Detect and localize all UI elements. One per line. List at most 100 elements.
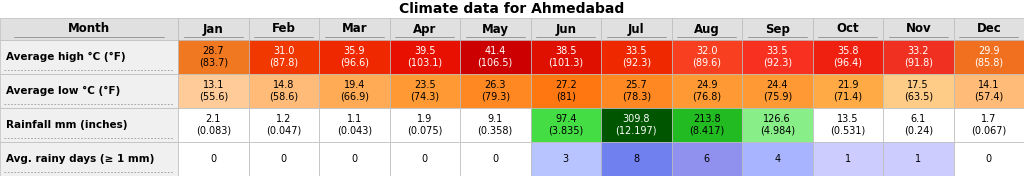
Text: 35.8
(96.4): 35.8 (96.4)	[834, 46, 862, 68]
Bar	[389, 18, 460, 40]
Text: 17.5
(63.5): 17.5 (63.5)	[904, 80, 933, 102]
Text: 26.3
(79.3): 26.3 (79.3)	[480, 80, 510, 102]
Bar	[953, 40, 1024, 74]
Bar	[812, 108, 883, 142]
Text: Nov: Nov	[905, 23, 931, 36]
Text: 38.5
(101.3): 38.5 (101.3)	[548, 46, 584, 68]
Text: Avg. rainy days (≥ 1 mm): Avg. rainy days (≥ 1 mm)	[6, 154, 155, 164]
Bar	[319, 142, 389, 176]
Text: 24.4
(75.9): 24.4 (75.9)	[763, 80, 792, 102]
Text: Average high °C (°F): Average high °C (°F)	[6, 52, 126, 62]
Text: Month: Month	[68, 23, 110, 36]
Bar	[249, 142, 319, 176]
Text: 35.9
(96.6): 35.9 (96.6)	[340, 46, 369, 68]
Bar	[249, 108, 319, 142]
Bar	[249, 40, 319, 74]
Bar	[672, 108, 742, 142]
Bar	[812, 74, 883, 108]
Text: 1: 1	[915, 154, 922, 164]
Bar	[672, 40, 742, 74]
Bar	[530, 18, 601, 40]
Bar	[742, 142, 812, 176]
Bar	[953, 74, 1024, 108]
Bar	[178, 18, 249, 40]
Text: 29.9
(85.8): 29.9 (85.8)	[974, 46, 1004, 68]
Bar	[530, 74, 601, 108]
Text: 33.5
(92.3): 33.5 (92.3)	[763, 46, 792, 68]
Text: 3: 3	[562, 154, 568, 164]
Text: 39.5
(103.1): 39.5 (103.1)	[408, 46, 442, 68]
Bar	[249, 18, 319, 40]
Text: Apr: Apr	[413, 23, 436, 36]
Bar	[883, 74, 953, 108]
Text: 33.5
(92.3): 33.5 (92.3)	[622, 46, 651, 68]
Bar	[389, 74, 460, 108]
Text: 9.1
(0.358): 9.1 (0.358)	[477, 114, 513, 136]
Bar	[883, 40, 953, 74]
Bar	[530, 142, 601, 176]
Text: 126.6
(4.984): 126.6 (4.984)	[760, 114, 795, 136]
Bar	[812, 142, 883, 176]
Bar	[883, 142, 953, 176]
Bar	[178, 108, 249, 142]
Text: 27.2
(81): 27.2 (81)	[555, 80, 577, 102]
Text: Jan: Jan	[203, 23, 223, 36]
Bar	[742, 108, 812, 142]
Text: 28.7
(83.7): 28.7 (83.7)	[199, 46, 227, 68]
Bar	[742, 40, 812, 74]
Text: Dec: Dec	[976, 23, 1001, 36]
Bar	[0, 74, 178, 108]
Bar	[0, 108, 178, 142]
Text: 1: 1	[845, 154, 851, 164]
Text: 23.5
(74.3): 23.5 (74.3)	[411, 80, 439, 102]
Bar	[601, 18, 672, 40]
Bar	[319, 74, 389, 108]
Bar	[953, 108, 1024, 142]
Text: 14.1
(57.4): 14.1 (57.4)	[974, 80, 1004, 102]
Bar	[601, 40, 672, 74]
Text: 1.2
(0.047): 1.2 (0.047)	[266, 114, 301, 136]
Text: 0: 0	[281, 154, 287, 164]
Text: Average low °C (°F): Average low °C (°F)	[6, 86, 120, 96]
Text: Climate data for Ahmedabad: Climate data for Ahmedabad	[399, 2, 625, 16]
Text: 21.9
(71.4): 21.9 (71.4)	[834, 80, 862, 102]
Text: 1.9
(0.075): 1.9 (0.075)	[408, 114, 442, 136]
Bar	[460, 142, 530, 176]
Text: Feb: Feb	[271, 23, 296, 36]
Text: 8: 8	[633, 154, 639, 164]
Bar	[883, 108, 953, 142]
Bar	[812, 18, 883, 40]
Bar	[319, 40, 389, 74]
Bar	[953, 142, 1024, 176]
Text: 25.7
(78.3): 25.7 (78.3)	[622, 80, 651, 102]
Text: 24.9
(76.8): 24.9 (76.8)	[692, 80, 721, 102]
Bar	[389, 40, 460, 74]
Bar	[601, 74, 672, 108]
Bar	[249, 74, 319, 108]
Bar	[742, 18, 812, 40]
Text: 32.0
(89.6): 32.0 (89.6)	[692, 46, 721, 68]
Text: 33.2
(91.8): 33.2 (91.8)	[904, 46, 933, 68]
Text: Mar: Mar	[341, 23, 367, 36]
Bar	[178, 40, 249, 74]
Text: May: May	[481, 23, 509, 36]
Text: 14.8
(58.6): 14.8 (58.6)	[269, 80, 298, 102]
Bar	[953, 18, 1024, 40]
Bar	[672, 18, 742, 40]
Text: 2.1
(0.083): 2.1 (0.083)	[196, 114, 230, 136]
Bar	[460, 108, 530, 142]
Text: Oct: Oct	[837, 23, 859, 36]
Text: 4: 4	[774, 154, 780, 164]
Bar	[389, 108, 460, 142]
Bar	[178, 142, 249, 176]
Text: 0: 0	[986, 154, 992, 164]
Bar	[0, 18, 178, 40]
Bar	[742, 74, 812, 108]
Text: 213.8
(8.417): 213.8 (8.417)	[689, 114, 724, 136]
Text: 97.4
(3.835): 97.4 (3.835)	[548, 114, 584, 136]
Text: 1.7
(0.067): 1.7 (0.067)	[971, 114, 1007, 136]
Bar	[0, 40, 178, 74]
Text: 6: 6	[703, 154, 710, 164]
Bar	[530, 108, 601, 142]
Text: 0: 0	[493, 154, 499, 164]
